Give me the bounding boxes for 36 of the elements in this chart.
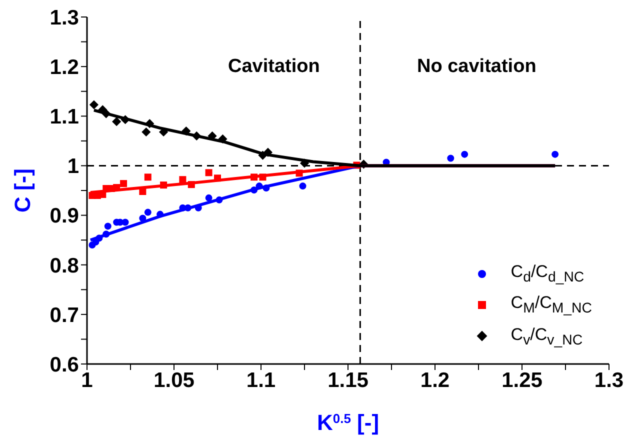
point (142, 127, 151, 137)
y-axis-title: C [-] (10, 168, 34, 212)
point (461, 150, 468, 158)
x-axis-title: K$^{0.5}$ [-] (316, 410, 380, 435)
y-tick-label: 0.7 (50, 304, 79, 327)
x-tick-label: 1.3 (594, 368, 624, 392)
point (144, 174, 152, 181)
point (552, 150, 559, 158)
point (205, 194, 212, 202)
x-tick-label: 1.15 (328, 368, 369, 392)
point (89, 100, 99, 110)
y-tick-label: 0.9 (50, 204, 79, 228)
point (104, 222, 112, 230)
y-tick-label: 0.8 (50, 254, 80, 278)
legend-label: C$_{v}$/C$_{v_NC}$ (510, 324, 583, 348)
point (447, 154, 454, 162)
point (122, 218, 129, 226)
point (299, 182, 306, 190)
point (144, 208, 152, 216)
point (120, 180, 128, 188)
point (205, 169, 212, 176)
x-tick-label: 1.05 (154, 368, 195, 392)
y-tick-label: 1.3 (50, 6, 79, 30)
y-tick-label: 1.2 (50, 56, 79, 80)
legend-label: C$_{M}$/C$_{M_NC}$ (510, 293, 592, 317)
point (179, 176, 186, 184)
x-tick-label: 1.2 (420, 368, 450, 392)
legend-label: C$_{d}$/C$_{d_NC}$ (510, 262, 584, 286)
y-tick-label: 1 (67, 155, 80, 178)
x-tick-label: 1.1 (246, 368, 276, 392)
y-tick-label: 1.1 (50, 106, 80, 129)
annotation: Cavitation (228, 56, 320, 77)
annotation: No cavitation (417, 56, 536, 77)
point (112, 117, 122, 126)
x-tick-label: 1.25 (502, 368, 543, 392)
y-tick-label: 0.6 (50, 353, 79, 376)
